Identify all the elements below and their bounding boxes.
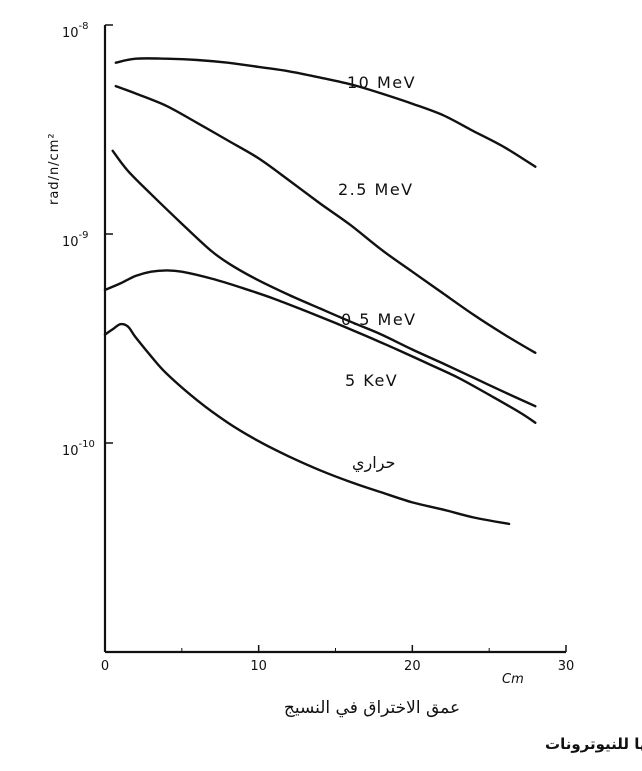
x-tick-label: 30	[558, 659, 575, 674]
series-line-3	[103, 269, 537, 424]
series-label-0-5mev: 0.5 MeV	[341, 310, 417, 329]
series-line-4	[103, 322, 511, 526]
series-label-5kev: 5 KeV	[345, 371, 398, 390]
series-label-10mev: 10 MeV	[347, 73, 416, 92]
series-line-2	[111, 149, 537, 408]
y-tick-label: 10-8	[62, 21, 89, 41]
series-label-thermal: حراري	[352, 453, 395, 473]
x-tick-label: 20	[404, 659, 421, 674]
x-tick-label: 10	[250, 659, 267, 674]
y-tick-label: 10-9	[62, 230, 89, 250]
y-axis-label: rad/n/cm²	[47, 132, 62, 205]
series-layer	[103, 57, 537, 526]
x-axis-unit: Cm	[502, 672, 524, 687]
series-line-1	[114, 84, 537, 354]
figure-caption: الطاقة الممتصة بواسطة كتلة من النسيج الل…	[545, 735, 642, 753]
series-line-0	[114, 57, 537, 168]
x-tick-label: 0	[101, 659, 109, 674]
series-label-2-5mev: 2.5 MeV	[338, 180, 414, 199]
x-ticks: 0 10 20 30	[101, 645, 574, 674]
x-axis-label: عمق الاختراق في النسيج	[284, 698, 460, 718]
y-tick-label: 10-10	[62, 439, 95, 459]
